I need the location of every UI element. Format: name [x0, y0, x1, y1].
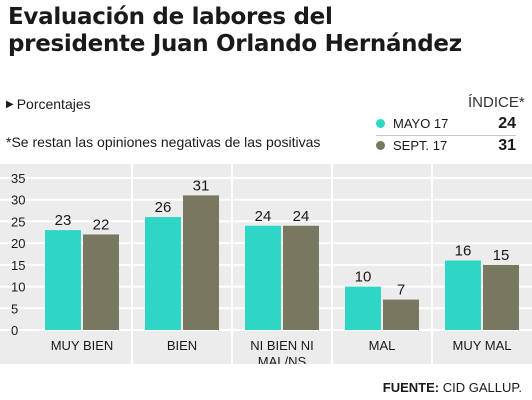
- bar: [345, 286, 381, 330]
- title-line-2: presidente Juan Orlando Hernández: [8, 31, 462, 57]
- source-text: CID GALLUP.: [442, 380, 522, 395]
- y-tick-label: 25: [11, 214, 25, 229]
- y-tick-label: 5: [11, 301, 18, 316]
- subtitle: ▶ Porcentajes: [6, 96, 91, 112]
- bar: [483, 264, 519, 330]
- legend-label: SEPT. 17: [393, 138, 448, 153]
- legend-dot: [376, 119, 385, 128]
- bar-value-label: 22: [93, 216, 110, 233]
- subtitle-text: Porcentajes: [16, 96, 91, 112]
- bar-chart: 0 5 10 15 20 25 30 35 23 22 MUY BIEN 26 31 BIEN 24 24 NI…: [0, 164, 532, 364]
- x-category-label: MUY BIEN: [51, 338, 114, 353]
- bar-value-label: 15: [493, 247, 510, 264]
- legend-dot: [376, 141, 385, 150]
- y-tick-label: 0: [11, 323, 18, 338]
- x-category-label: MAL/NS: [258, 354, 307, 364]
- bar-value-label: 23: [55, 212, 72, 229]
- source-label: FUENTE:: [382, 380, 440, 395]
- bar: [445, 260, 481, 330]
- x-category-label: BIEN: [167, 338, 197, 353]
- legend-label: MAYO 17: [393, 116, 449, 131]
- title-line-1: Evaluación de labores del: [8, 4, 333, 30]
- bar-value-label: 7: [397, 282, 405, 299]
- bar-value-label: 24: [255, 208, 272, 225]
- bar: [83, 234, 119, 330]
- y-tick-label: 30: [11, 193, 25, 208]
- source-credit: FUENTE: CID GALLUP.: [383, 380, 522, 395]
- bar-value-label: 31: [193, 177, 210, 194]
- bar-value-label: 26: [155, 199, 172, 216]
- bar: [45, 230, 81, 330]
- y-tick-label: 20: [11, 236, 25, 251]
- right-triangle-icon: ▶: [6, 98, 14, 110]
- legend-item-sept: SEPT. 17 31: [376, 137, 516, 154]
- index-title: ÍNDICE*: [468, 94, 525, 111]
- bar-value-label: 24: [293, 208, 310, 225]
- footnote: *Se restan las opiniones negativas de la…: [6, 134, 321, 150]
- bar-value-label: 10: [355, 269, 372, 286]
- bar: [245, 225, 281, 330]
- y-tick-label: 10: [11, 280, 25, 295]
- y-tick-label: 35: [11, 171, 25, 186]
- bar: [145, 217, 181, 330]
- x-category-label: MUY MAL: [453, 338, 512, 353]
- y-tick-label: 15: [11, 258, 25, 273]
- bar: [183, 195, 219, 330]
- legend-item-mayo: MAYO 17 24: [376, 115, 516, 132]
- bar: [383, 299, 419, 330]
- chart-title: Evaluación de labores del presidente Jua…: [8, 4, 528, 58]
- index-value: 24: [498, 114, 516, 132]
- bar-value-label: 16: [455, 243, 472, 260]
- index-value: 31: [498, 136, 516, 154]
- x-category-label: NI BIEN NI: [250, 338, 314, 353]
- x-category-label: MAL: [369, 338, 396, 353]
- bar: [283, 225, 319, 330]
- legend-divider: [376, 135, 516, 136]
